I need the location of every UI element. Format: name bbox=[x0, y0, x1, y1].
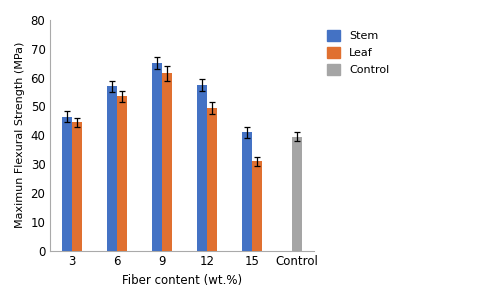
Bar bbox=[62, 117, 72, 251]
Bar bbox=[242, 132, 252, 251]
X-axis label: Fiber content (wt.%): Fiber content (wt.%) bbox=[122, 274, 242, 287]
Y-axis label: Maximun Flexural Strength (MPa): Maximun Flexural Strength (MPa) bbox=[15, 42, 25, 229]
Bar bbox=[292, 137, 302, 251]
Bar bbox=[162, 73, 172, 251]
Bar bbox=[252, 161, 262, 251]
Bar bbox=[72, 122, 82, 251]
Bar bbox=[207, 108, 217, 251]
Bar bbox=[198, 85, 207, 251]
Bar bbox=[117, 96, 127, 251]
Legend: Stem, Leaf, Control: Stem, Leaf, Control bbox=[322, 26, 394, 80]
Bar bbox=[152, 63, 162, 251]
Bar bbox=[108, 86, 117, 251]
